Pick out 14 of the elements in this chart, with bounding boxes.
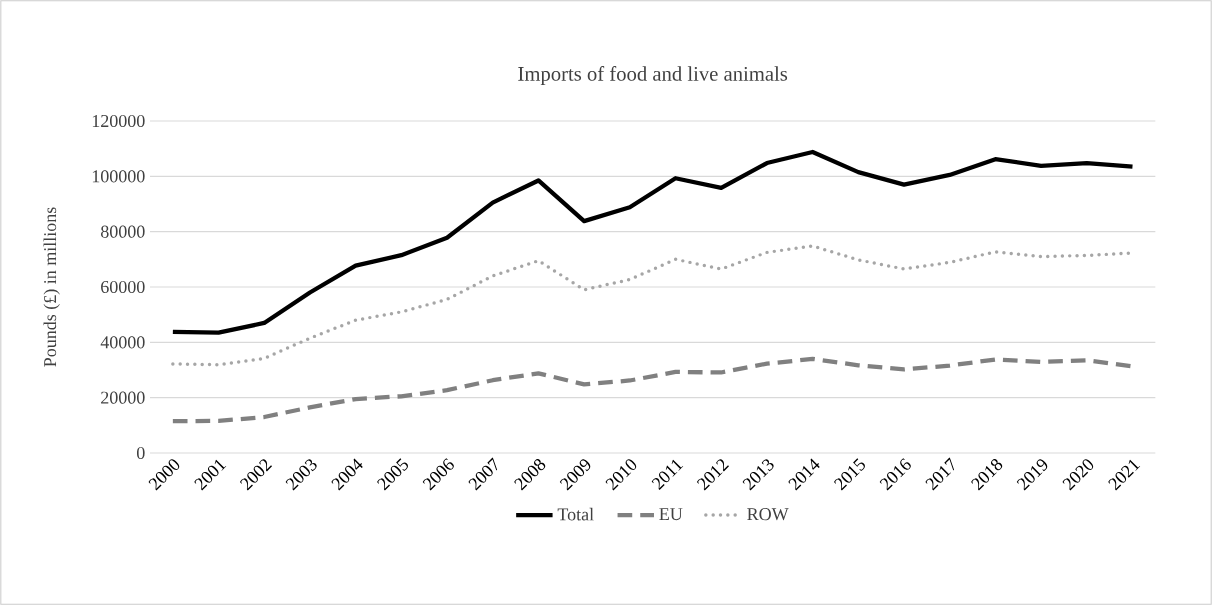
y-tick-label: 100000	[92, 170, 145, 183]
y-tick-label: 60000	[101, 280, 145, 294]
y-tick-label: 80000	[100, 225, 145, 238]
chart-title: Imports of food and live animals	[518, 66, 788, 86]
line-series	[170, 149, 1135, 335]
y-tick-label: 40000	[100, 336, 145, 349]
legend-label: EU	[659, 508, 683, 521]
y-axis-title: Pounds (£) in millions	[43, 207, 60, 367]
legend-label: ROW	[747, 508, 789, 521]
x-tick-label: 2011	[651, 459, 684, 491]
y-tick-label: 120000	[92, 114, 145, 128]
y-tick-label: 0	[136, 446, 145, 460]
legend-label: Total	[557, 507, 594, 521]
y-tick-label: 20000	[101, 391, 145, 404]
